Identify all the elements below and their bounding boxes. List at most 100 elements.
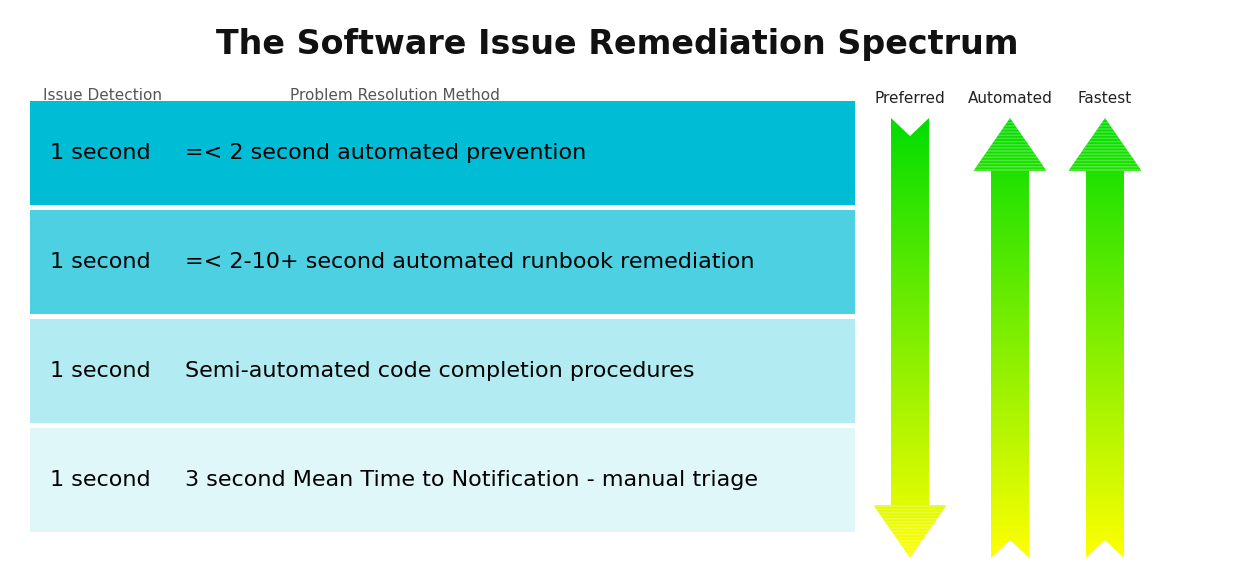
Polygon shape: [891, 445, 928, 446]
Polygon shape: [991, 514, 1030, 516]
Polygon shape: [991, 419, 1030, 420]
Polygon shape: [991, 209, 1030, 211]
Polygon shape: [891, 452, 928, 454]
Polygon shape: [891, 258, 928, 259]
Polygon shape: [1086, 513, 1124, 514]
Polygon shape: [891, 152, 928, 153]
Polygon shape: [991, 534, 1030, 536]
Polygon shape: [991, 436, 1030, 437]
Polygon shape: [991, 479, 1030, 480]
Polygon shape: [991, 260, 1030, 262]
Polygon shape: [1099, 125, 1111, 127]
Polygon shape: [991, 304, 1030, 306]
Polygon shape: [995, 139, 1025, 140]
Polygon shape: [991, 380, 1030, 382]
Polygon shape: [1086, 362, 1124, 363]
Polygon shape: [991, 439, 1030, 440]
Polygon shape: [891, 398, 928, 400]
Polygon shape: [1104, 119, 1107, 121]
Polygon shape: [991, 542, 1030, 543]
Polygon shape: [891, 532, 928, 533]
Polygon shape: [991, 445, 1030, 446]
Polygon shape: [1086, 529, 1124, 530]
Polygon shape: [891, 482, 928, 483]
Polygon shape: [991, 229, 1030, 231]
Polygon shape: [1081, 151, 1128, 152]
Polygon shape: [991, 328, 1030, 329]
Polygon shape: [991, 211, 1030, 212]
Polygon shape: [1086, 310, 1124, 312]
Polygon shape: [891, 158, 928, 159]
Polygon shape: [1086, 295, 1124, 297]
Polygon shape: [1086, 449, 1124, 451]
Polygon shape: [891, 122, 928, 124]
Polygon shape: [1086, 278, 1124, 279]
Polygon shape: [891, 382, 928, 383]
Polygon shape: [891, 328, 928, 329]
Polygon shape: [1086, 309, 1124, 310]
Polygon shape: [1086, 178, 1124, 179]
Polygon shape: [891, 161, 928, 162]
Polygon shape: [891, 285, 928, 287]
Polygon shape: [991, 363, 1030, 365]
Polygon shape: [891, 215, 928, 216]
Polygon shape: [891, 212, 928, 213]
Polygon shape: [1086, 191, 1124, 193]
Polygon shape: [991, 533, 1030, 534]
Polygon shape: [891, 196, 928, 197]
Polygon shape: [991, 354, 1030, 356]
Polygon shape: [1086, 433, 1124, 435]
Polygon shape: [1086, 365, 1124, 366]
Polygon shape: [1086, 407, 1124, 409]
Polygon shape: [991, 469, 1030, 470]
Polygon shape: [891, 325, 928, 326]
Polygon shape: [991, 442, 1030, 443]
Polygon shape: [879, 514, 941, 516]
Polygon shape: [991, 372, 1030, 373]
Polygon shape: [991, 433, 1030, 435]
Polygon shape: [991, 383, 1030, 385]
Polygon shape: [991, 373, 1030, 375]
Polygon shape: [891, 250, 928, 252]
Polygon shape: [1006, 122, 1014, 124]
Polygon shape: [1095, 131, 1115, 133]
Polygon shape: [1086, 345, 1124, 347]
Polygon shape: [1086, 197, 1124, 199]
Polygon shape: [991, 389, 1030, 391]
Polygon shape: [1086, 419, 1124, 420]
Polygon shape: [991, 306, 1030, 307]
Polygon shape: [991, 218, 1030, 219]
Polygon shape: [891, 362, 928, 363]
Polygon shape: [891, 275, 928, 276]
Polygon shape: [891, 412, 928, 413]
Polygon shape: [1086, 451, 1124, 452]
Polygon shape: [904, 549, 916, 551]
Polygon shape: [1086, 259, 1124, 260]
Polygon shape: [991, 495, 1030, 496]
Polygon shape: [891, 415, 928, 416]
Polygon shape: [991, 187, 1030, 188]
Polygon shape: [1086, 385, 1124, 386]
Polygon shape: [1086, 555, 1124, 556]
Polygon shape: [991, 470, 1030, 472]
Polygon shape: [891, 128, 928, 130]
Polygon shape: [980, 159, 1039, 161]
Polygon shape: [1086, 342, 1124, 344]
Polygon shape: [991, 357, 1030, 359]
Polygon shape: [884, 520, 936, 522]
Polygon shape: [891, 366, 928, 368]
Polygon shape: [1091, 136, 1118, 137]
Polygon shape: [1086, 328, 1124, 329]
Bar: [30, 428, 854, 532]
Polygon shape: [991, 540, 1030, 558]
Polygon shape: [1086, 220, 1124, 222]
Polygon shape: [1086, 377, 1124, 379]
Polygon shape: [1086, 205, 1124, 206]
Polygon shape: [891, 351, 928, 353]
Polygon shape: [1086, 285, 1124, 287]
Polygon shape: [1086, 284, 1124, 285]
Polygon shape: [990, 146, 1031, 148]
Polygon shape: [895, 536, 925, 537]
Polygon shape: [891, 397, 928, 398]
Polygon shape: [1086, 401, 1124, 403]
